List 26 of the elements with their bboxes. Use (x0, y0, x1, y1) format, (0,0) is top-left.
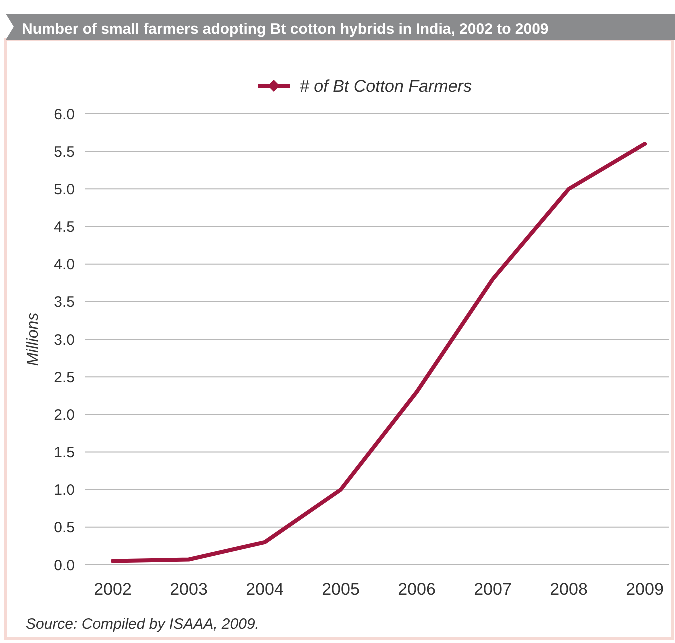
y-tick-label: 5.5 (54, 144, 75, 161)
line-series (111, 142, 647, 564)
x-tick-label: 2004 (246, 580, 284, 599)
y-tick-label: 1.0 (54, 482, 75, 500)
x-tick-label: 2002 (94, 580, 132, 599)
y-tick-label: 5.0 (54, 181, 75, 198)
x-tick-label: 2006 (398, 580, 436, 599)
y-tick-label: 0.5 (54, 520, 75, 537)
y-tick-label: 3.0 (54, 332, 75, 349)
x-tick-label: 2007 (474, 580, 512, 599)
x-tick-label: 2003 (170, 580, 208, 599)
y-tick-label: 0.0 (54, 557, 75, 574)
y-tick-label: 4.0 (54, 256, 75, 274)
y-tick-label: 4.5 (54, 219, 75, 236)
y-tick-label: 1.5 (54, 444, 75, 462)
x-tick-label: 2005 (322, 580, 360, 599)
x-tick-label: 2008 (550, 580, 588, 599)
legend-label: # of Bt Cotton Farmers (300, 76, 472, 96)
x-tick-label: 2009 (626, 580, 664, 599)
y-tick-label: 2.5 (54, 369, 75, 386)
y-tick-label: 6.0 (54, 106, 75, 124)
y-tick-label: 2.0 (54, 406, 75, 424)
chart-title: Number of small farmers adopting Bt cotton hybrids in India, 2002 to 2009 (22, 21, 549, 38)
y-tick-label: 3.5 (54, 294, 75, 312)
y-axis-title: Millions (25, 312, 42, 366)
source-note: Source: Compiled by ISAAA, 2009. (26, 616, 260, 633)
